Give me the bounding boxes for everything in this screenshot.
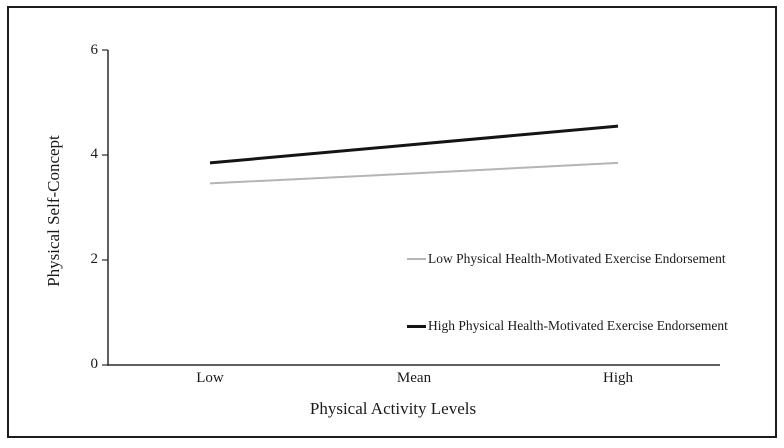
- legend-label-high: High Physical Health-Motivated Exercise …: [428, 318, 728, 333]
- legend-entry-low: Low Physical Health-Motivated Exercise E…: [407, 251, 726, 267]
- y-tick-label-4: 4: [90, 146, 99, 162]
- y-tick-label-2: 2: [90, 251, 99, 267]
- x-axis-title: Physical Activity Levels: [309, 399, 477, 418]
- legend-swatch-gray-line-icon: [407, 258, 426, 260]
- y-tick-label-6: 6: [90, 42, 99, 58]
- series-line-high-endorsement: [209, 124, 619, 165]
- legend-label-low: Low Physical Health-Motivated Exercise E…: [428, 251, 726, 266]
- legend-swatch-black-line-icon: [407, 324, 426, 328]
- series-line-low-endorsement: [209, 161, 619, 185]
- x-tick-label-low: Low: [196, 370, 224, 386]
- y-axis-title: Physical Self-Concept: [44, 135, 63, 287]
- y-tick-label-0: 0: [90, 356, 99, 372]
- x-tick-label-high: High: [603, 370, 633, 386]
- figure-frame: [7, 6, 777, 438]
- x-tick-label-mean: Mean: [396, 370, 432, 386]
- legend-entry-high: High Physical Health-Motivated Exercise …: [407, 318, 728, 334]
